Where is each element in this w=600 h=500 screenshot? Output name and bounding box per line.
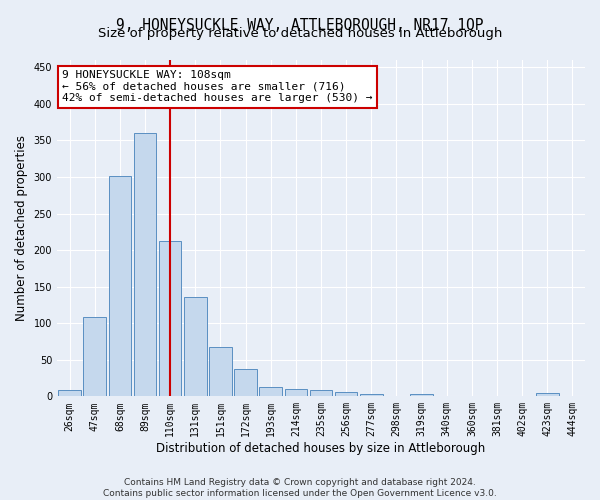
- Bar: [284, 389, 307, 396]
- Bar: [410, 394, 433, 396]
- Text: 9, HONEYSUCKLE WAY, ATTLEBOROUGH, NR17 1QP: 9, HONEYSUCKLE WAY, ATTLEBOROUGH, NR17 1…: [116, 18, 484, 32]
- Bar: [335, 392, 358, 396]
- Bar: [360, 394, 383, 396]
- Bar: [83, 318, 106, 396]
- Bar: [184, 297, 206, 396]
- Bar: [259, 387, 282, 396]
- Bar: [234, 368, 257, 396]
- Bar: [310, 390, 332, 396]
- Y-axis label: Number of detached properties: Number of detached properties: [15, 135, 28, 321]
- Bar: [536, 394, 559, 396]
- Bar: [134, 133, 157, 396]
- Text: Size of property relative to detached houses in Attleborough: Size of property relative to detached ho…: [98, 28, 502, 40]
- Bar: [209, 346, 232, 397]
- Text: 9 HONEYSUCKLE WAY: 108sqm
← 56% of detached houses are smaller (716)
42% of semi: 9 HONEYSUCKLE WAY: 108sqm ← 56% of detac…: [62, 70, 373, 103]
- X-axis label: Distribution of detached houses by size in Attleborough: Distribution of detached houses by size …: [157, 442, 485, 455]
- Bar: [159, 240, 181, 396]
- Bar: [109, 176, 131, 396]
- Text: Contains HM Land Registry data © Crown copyright and database right 2024.
Contai: Contains HM Land Registry data © Crown c…: [103, 478, 497, 498]
- Bar: [58, 390, 81, 396]
